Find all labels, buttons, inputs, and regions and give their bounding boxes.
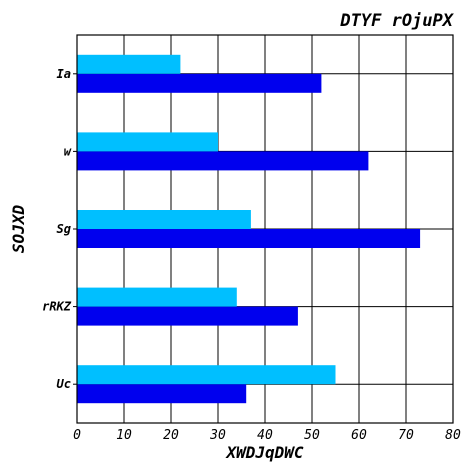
x-tick-label: 60 (351, 428, 367, 443)
x-tick-label: 0 (73, 428, 81, 443)
bar-series-1 (77, 306, 298, 326)
y-tick-label: Sg (57, 222, 71, 236)
x-axis-label: XWDJqDWC (224, 443, 303, 462)
y-tick-label: w (64, 144, 72, 158)
y-tick-label: Ia (57, 67, 71, 81)
bar-series-1 (77, 73, 322, 93)
bar-series-1 (77, 229, 421, 248)
bar-series-2 (77, 287, 237, 307)
x-tick-label: 30 (209, 428, 226, 443)
bar-series-2 (77, 54, 181, 74)
x-tick-labels: 0 10 20 30 40 50 60 70 80 (73, 428, 461, 443)
y-tick-label: Uc (57, 377, 71, 391)
y-tick-label: rRKZ (42, 300, 72, 314)
bar-series-2 (77, 210, 251, 229)
bar-series-2 (77, 132, 218, 152)
x-tick-label: 20 (163, 428, 179, 443)
bar-series-1 (77, 151, 369, 171)
x-tick-label: 10 (116, 428, 132, 443)
y-tick-labels: Uc rRKZ Sg w Ia (42, 67, 77, 391)
bar-series-1 (77, 384, 247, 404)
bars (77, 54, 421, 404)
bar-series-2 (77, 365, 336, 385)
x-tick-label: 80 (445, 428, 461, 443)
x-tick-label: 70 (398, 428, 414, 443)
chart-title: DTYF rOjuPX (339, 11, 454, 31)
y-axis-label: SOJXD (9, 205, 28, 254)
x-tick-label: 50 (304, 428, 320, 443)
x-tick-label: 40 (257, 428, 273, 443)
